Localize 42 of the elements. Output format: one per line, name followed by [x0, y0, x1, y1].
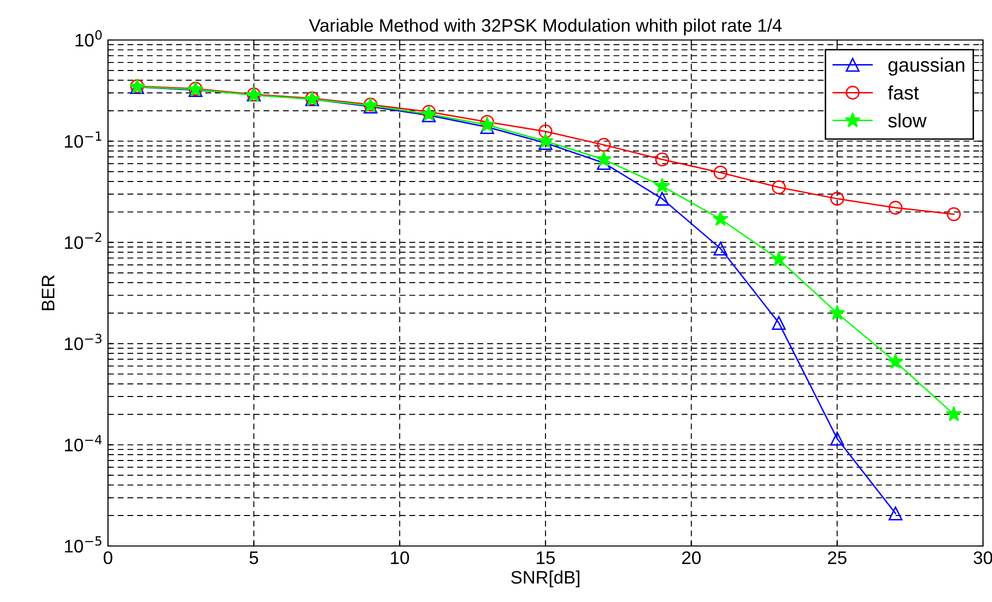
y-tick-label: 10$^{−4}$ — [64, 435, 102, 452]
point — [772, 180, 786, 194]
y-tick-label: 10$^{−5}$ — [64, 536, 102, 553]
point — [770, 251, 787, 266]
point — [654, 178, 670, 193]
point — [830, 432, 844, 446]
x-tick-label: 10 — [391, 551, 410, 564]
point — [479, 116, 496, 132]
point — [655, 192, 670, 206]
point — [714, 242, 728, 256]
point — [946, 406, 962, 422]
point — [538, 124, 552, 138]
point — [772, 316, 786, 330]
point — [888, 200, 902, 215]
point — [946, 207, 961, 222]
x-tick-label: 5 — [250, 552, 258, 564]
x-tick-label: 15 — [536, 552, 555, 564]
x-tick-label: 0 — [104, 551, 112, 564]
legend-label: fast — [888, 85, 919, 100]
y-tick-label: 10$^{−1}$ — [64, 131, 102, 148]
y-tick-label: 10$^{0}$ — [76, 30, 102, 47]
point — [829, 304, 846, 320]
point — [596, 151, 612, 166]
point — [712, 210, 728, 226]
point — [888, 506, 902, 520]
point — [888, 354, 904, 369]
point — [655, 152, 670, 166]
y-tick-label: 10$^{−2}$ — [64, 232, 102, 249]
chart-title: Variable Method with 32PSK Modulation whith pilot rate 1/4 — [308, 18, 782, 36]
x-tick-label: 20 — [682, 551, 701, 564]
legend-label: gaussian — [888, 58, 964, 76]
legend-label: slow — [888, 113, 927, 128]
x-tick-label: 30 — [974, 551, 992, 564]
point — [714, 166, 728, 180]
y-axis-title: BER — [42, 275, 54, 310]
x-axis-title: SNR[dB] — [511, 570, 580, 588]
y-tick-label: 10$^{−3}$ — [64, 334, 102, 350]
point — [596, 138, 611, 152]
point — [830, 192, 844, 206]
x-tick-label: 25 — [828, 551, 846, 564]
point — [538, 132, 554, 148]
point — [480, 114, 494, 129]
